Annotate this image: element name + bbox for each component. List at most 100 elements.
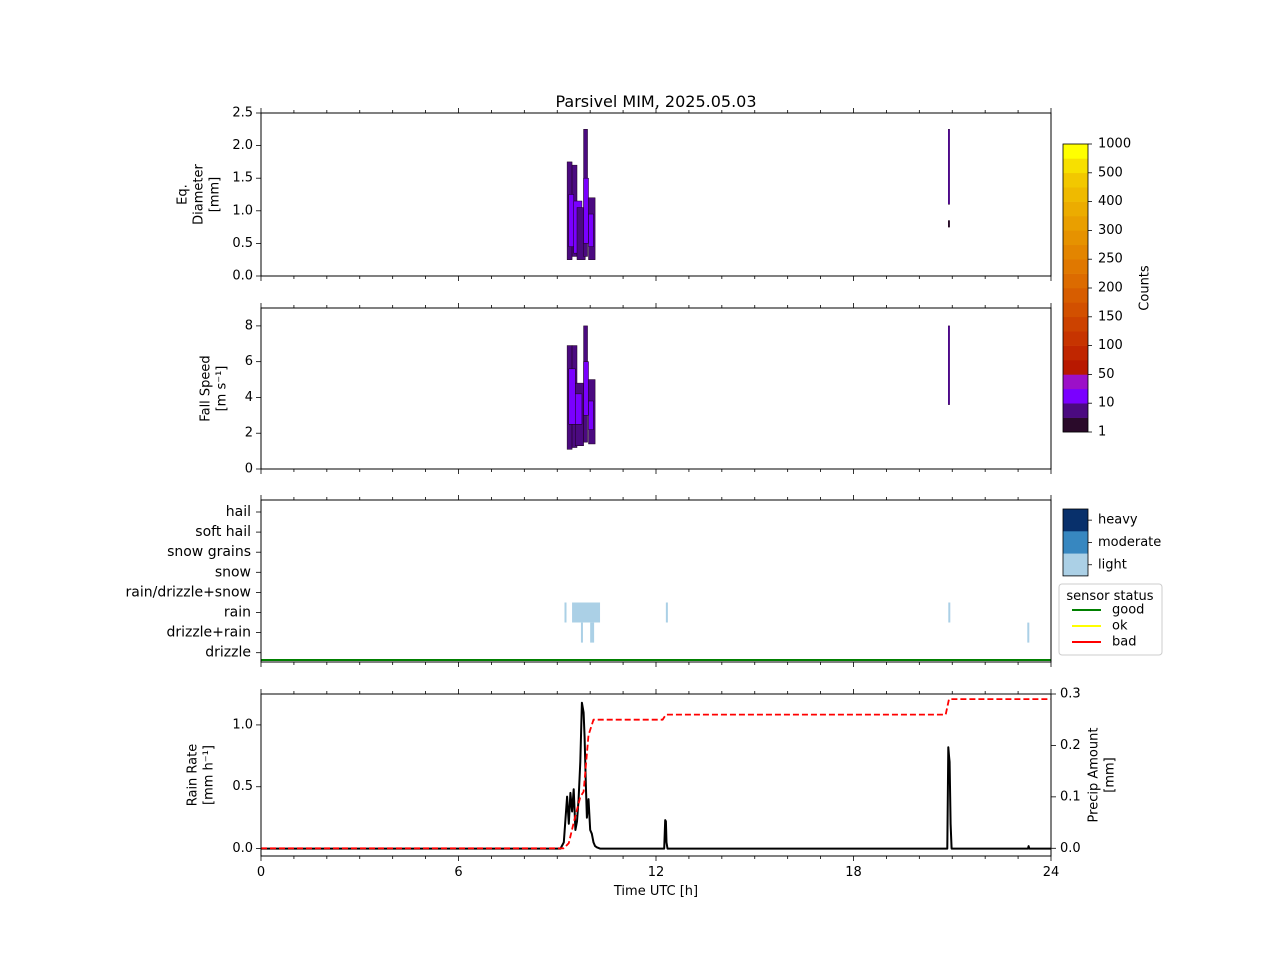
precip-type-event [590,622,595,643]
category-label: soft hail [195,524,251,540]
rain-rate-line [261,701,1051,850]
colorbar-tick-label: 150 [1098,309,1123,324]
heatmap-cell [588,400,594,430]
colorbar-segment [1063,187,1088,202]
colorbar-tick-label: 500 [1098,165,1123,180]
colorbar-segment [1063,403,1088,418]
precip-type-event [665,602,668,623]
colorbar-tick-label: 100 [1098,338,1123,353]
sensor-legend-box [1058,583,1163,656]
category-label: rain/drizzle+snow [126,584,251,600]
y-axis-label: Diameter [192,164,207,225]
y2-axis-label: [mm] [1103,757,1118,792]
y-tick-label: 1.0 [232,717,253,732]
heatmap-cell [575,393,583,425]
colorbar-segment [1063,201,1088,217]
y-tick-label: 1.0 [232,203,253,218]
category-label: drizzle+rain [166,625,251,641]
y-tick-label: 2.0 [232,138,253,153]
plot-area [261,308,1051,469]
intensity-segment [1063,553,1088,577]
colorbar-segment [1063,230,1088,246]
y-axis-label: [m s⁻¹] [215,366,230,412]
y-axis-label: Eq. [176,184,191,205]
colorbar-tick-label: 300 [1098,223,1123,238]
category-label: drizzle [205,645,251,661]
intensity-label: moderate [1098,535,1161,550]
sensor-legend-label: good [1112,603,1144,618]
heatmap-cell [583,361,589,416]
sensor-legend-title: sensor status [1066,589,1153,604]
x-axis-label: Time UTC [h] [613,884,698,899]
figure-title: Parsivel MIM, 2025.05.03 [555,92,756,111]
colorbar-segment [1063,360,1088,375]
intensity-label: light [1098,557,1127,572]
colorbar-tick-label: 1000 [1098,137,1131,152]
y2-tick-label: 0.0 [1060,841,1081,856]
heatmap-cell [583,177,589,244]
intensity-segment [1063,531,1088,554]
colorbar-segment [1063,345,1088,361]
heatmap-cell [948,325,950,405]
y2-tick-label: 0.3 [1060,687,1081,702]
y2-tick-label: 0.2 [1060,738,1081,753]
heatmap-cell [568,368,576,425]
colorbar-label: Counts [1138,265,1153,311]
x-tick-label: 18 [845,865,862,880]
colorbar-segment [1063,172,1088,188]
category-label: snow [215,564,251,580]
y-tick-label: 8 [245,318,253,333]
precip-type-event [580,622,583,643]
colorbar-segment [1063,417,1088,433]
colorbar-segment [1063,331,1088,346]
precip-type-event [572,602,601,623]
x-tick-label: 0 [257,865,265,880]
y-tick-label: 0 [245,462,253,477]
y2-tick-label: 0.1 [1060,789,1081,804]
colorbar-tick-label: 50 [1098,367,1115,382]
intensity-label: heavy [1098,513,1138,528]
sensor-legend-label: bad [1112,635,1136,650]
colorbar-segment [1063,144,1088,159]
y-tick-label: 0.5 [232,779,253,794]
plot-area [261,500,1051,662]
y-axis-label: [mm] [208,177,223,212]
colorbar-segment [1063,216,1088,231]
y2-axis-label: Precip Amount [1087,728,1102,823]
colorbar-tick-label: 400 [1098,194,1123,209]
plot-area [261,113,1051,276]
precip-type-event [1027,622,1030,643]
plot-area [261,694,1051,856]
y-tick-label: 0.0 [232,269,253,284]
colorbar-segment [1063,244,1088,260]
x-tick-label: 6 [454,865,462,880]
colorbar-segment [1063,374,1088,390]
x-tick-label: 12 [648,865,665,880]
colorbar-segment [1063,158,1088,174]
y-axis-label: [mm h⁻¹] [202,745,217,805]
colorbar-segment [1063,259,1088,274]
y-tick-label: 0.0 [232,841,253,856]
y-tick-label: 1.5 [232,171,253,186]
y-tick-label: 0.5 [232,236,253,251]
heatmap-cell [948,220,950,228]
colorbar-tick-label: 250 [1098,252,1123,267]
y-tick-label: 2 [245,426,253,441]
colorbar-tick-label: 200 [1098,281,1123,296]
precip-type-event [948,602,951,623]
colorbar-segment [1063,316,1088,332]
sensor-legend-label: ok [1112,619,1128,634]
y-tick-label: 6 [245,354,253,369]
category-label: hail [226,504,251,520]
intensity-frame [1062,508,1089,577]
x-tick-label: 24 [1043,865,1060,880]
intensity-segment [1063,509,1088,532]
colorbar-segment [1063,273,1088,289]
precip-type-event [564,602,567,623]
colorbar-segment [1063,388,1088,404]
category-label: rain [224,605,251,621]
y-tick-label: 2.5 [232,106,253,121]
colorbar-tick-label: 10 [1098,396,1115,411]
category-label: snow grains [167,544,251,560]
